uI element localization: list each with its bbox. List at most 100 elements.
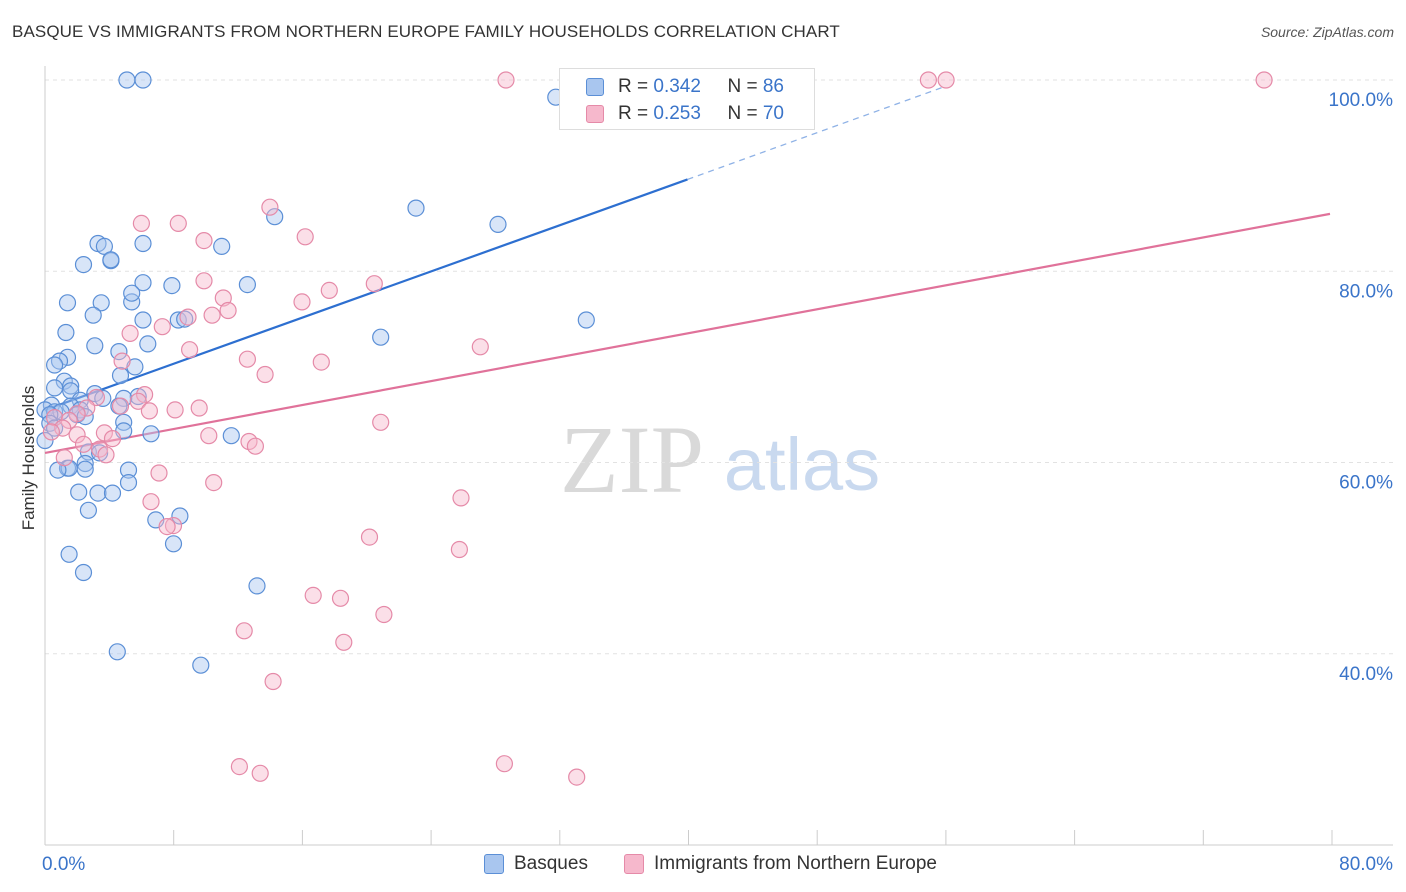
basques-point bbox=[123, 293, 141, 311]
zipatlas-watermark: ZIP atlas bbox=[560, 406, 880, 513]
y-tick-label: 60.0% bbox=[1339, 473, 1393, 494]
basques-point bbox=[123, 284, 141, 302]
basques-point bbox=[58, 294, 77, 312]
basques-point bbox=[103, 484, 122, 502]
basques-point bbox=[89, 484, 107, 502]
immigrants-point bbox=[264, 672, 282, 691]
basques-point bbox=[36, 431, 54, 450]
immigrants-point bbox=[166, 401, 184, 419]
immigrants-point bbox=[1255, 71, 1273, 89]
immigrants-point bbox=[497, 71, 515, 89]
immigrants-point bbox=[164, 516, 183, 535]
basques-point bbox=[134, 274, 152, 292]
basques-point bbox=[86, 337, 104, 355]
basques-point bbox=[164, 535, 183, 553]
basques-point bbox=[62, 377, 80, 395]
basques-point bbox=[90, 444, 109, 462]
basques-swatch bbox=[586, 78, 604, 96]
immigrants-points bbox=[42, 71, 1273, 786]
basques-r-label: R = bbox=[618, 76, 654, 97]
immigrants-point bbox=[471, 338, 489, 356]
immigrants-point bbox=[335, 633, 353, 651]
immigrants-point bbox=[372, 413, 390, 431]
basques-point bbox=[407, 199, 425, 217]
grid-lines bbox=[45, 79, 1393, 655]
basques-point bbox=[139, 335, 157, 353]
basques-point bbox=[57, 323, 75, 342]
immigrants-point bbox=[919, 71, 938, 89]
immigrants-point bbox=[142, 493, 160, 511]
legend-basques-swatch bbox=[484, 854, 504, 874]
basques-point bbox=[577, 311, 595, 329]
immigrants-point bbox=[312, 353, 330, 371]
series-legend: Basques Immigrants from Northern Europe bbox=[0, 852, 1406, 876]
immigrants-point bbox=[200, 427, 218, 445]
basques-point bbox=[108, 643, 126, 661]
basques-point bbox=[92, 294, 110, 312]
immigrants-swatch bbox=[586, 105, 604, 123]
immigrants-point bbox=[129, 392, 147, 410]
basques-point bbox=[45, 379, 64, 397]
x-tick-label-end: 80.0% bbox=[1339, 854, 1393, 875]
immigrants-point bbox=[450, 540, 468, 559]
immigrants-point bbox=[331, 589, 350, 607]
basques-point bbox=[76, 460, 94, 478]
immigrants-point bbox=[42, 423, 61, 441]
y-tick-label: 100.0% bbox=[1329, 90, 1394, 111]
basques-point bbox=[118, 71, 136, 89]
immigrants-point bbox=[169, 214, 187, 232]
immigrants-point bbox=[55, 449, 73, 467]
basques-point bbox=[134, 311, 152, 329]
basques-point bbox=[238, 276, 256, 294]
basques-point bbox=[248, 577, 266, 595]
immigrants-point bbox=[219, 301, 237, 320]
basques-point bbox=[372, 328, 390, 346]
immigrants-point bbox=[235, 622, 253, 640]
immigrants-point bbox=[205, 474, 223, 492]
immigrants-point bbox=[78, 399, 96, 417]
immigrants-point bbox=[136, 386, 154, 404]
immigrants-point bbox=[251, 764, 269, 782]
legend-basques-label: Basques bbox=[514, 853, 588, 874]
basques-point bbox=[266, 208, 284, 226]
basques-point bbox=[115, 413, 133, 431]
legend-immigrants-swatch bbox=[624, 854, 644, 874]
axis-labels: 40.0% 60.0% 80.0% 100.0% 0.0% 80.0% bbox=[42, 90, 1393, 875]
immigrants-point bbox=[150, 464, 168, 482]
immigrants-point bbox=[238, 350, 256, 368]
immigrants-point bbox=[365, 275, 383, 293]
basques-point bbox=[119, 474, 138, 492]
y-tick-label: 40.0% bbox=[1339, 664, 1393, 685]
basques-point bbox=[76, 454, 94, 473]
y-axis-title: Family Households bbox=[19, 386, 38, 531]
immigrants-point bbox=[296, 228, 314, 246]
immigrants-point bbox=[121, 324, 139, 342]
immigrants-point bbox=[111, 397, 130, 415]
watermark-zip: ZIP bbox=[560, 406, 704, 513]
basques-points bbox=[36, 71, 595, 674]
axes bbox=[44, 66, 1393, 846]
basques-point bbox=[169, 311, 187, 329]
basques-point bbox=[74, 256, 93, 274]
basques-point bbox=[129, 387, 147, 406]
basques-point bbox=[213, 237, 231, 255]
immigrants-r-label: R = bbox=[618, 103, 654, 124]
basques-trend-line bbox=[44, 178, 688, 411]
immigrants-point bbox=[293, 293, 311, 311]
trend-lines bbox=[44, 86, 1331, 455]
basques-n-label: N = bbox=[727, 76, 763, 97]
basques-trend-extension bbox=[687, 86, 945, 181]
basques-r-value: 0.342 bbox=[653, 76, 701, 97]
immigrants-point bbox=[256, 365, 274, 384]
basques-point bbox=[94, 389, 112, 407]
basques-point bbox=[58, 348, 77, 366]
basques-point bbox=[111, 366, 130, 385]
immigrants-point bbox=[140, 402, 158, 420]
immigrants-point bbox=[74, 435, 93, 453]
immigrants-point bbox=[195, 232, 213, 250]
basques-point bbox=[134, 71, 152, 89]
immigrants-n-value: 70 bbox=[762, 103, 784, 124]
x-tick-label-start: 0.0% bbox=[42, 854, 85, 875]
basques-point bbox=[110, 343, 128, 361]
